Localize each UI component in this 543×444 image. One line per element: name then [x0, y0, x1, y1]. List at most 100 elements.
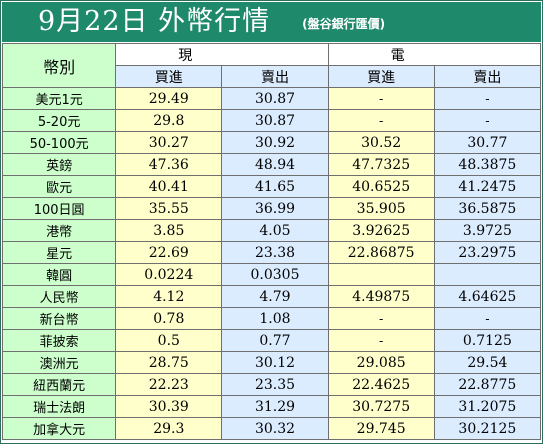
cash-sell-cell: 30.87 [221, 109, 329, 132]
transfer-buy-cell: 22.4625 [327, 373, 435, 396]
cash-buy-cell: 30.39 [115, 395, 223, 418]
table-row: 歐元 40.41 41.65 40.6525 41.2475 [1, 175, 542, 198]
cash-sell-cell: 30.92 [221, 131, 329, 154]
cash-sell-cell: 30.32 [221, 417, 329, 440]
page-title: 9月22日 外幣行情 [38, 6, 271, 37]
table-row: 紐西蘭元 22.23 23.35 22.4625 22.8775 [1, 373, 542, 396]
source-label: (盤谷銀行匯價) [302, 17, 386, 31]
table-row: 港幣 3.85 4.05 3.92625 3.9725 [1, 219, 542, 242]
table-row: 韓圓 0.0224 0.0305 [1, 263, 542, 286]
currency-name-cell: 紐西蘭元 [1, 373, 117, 396]
currency-name-cell: 菲披索 [1, 329, 117, 352]
cash-buy-cell: 30.27 [115, 131, 223, 154]
transfer-sell-cell: - [433, 87, 542, 110]
cash-buy-cell: 3.85 [115, 219, 223, 242]
cash-sell-cell: 0.0305 [221, 263, 329, 286]
transfer-sell-cell: 29.54 [433, 351, 542, 374]
transfer-sell-cell: 4.64625 [433, 285, 542, 308]
transfer-buy-cell [327, 263, 435, 286]
cash-buy-cell: 47.36 [115, 153, 223, 176]
cash-sell-cell: 48.94 [221, 153, 329, 176]
transfer-sell-cell: 3.9725 [433, 219, 542, 242]
cash-sell-cell: 30.12 [221, 351, 329, 374]
currency-name-cell: 瑞士法朗 [1, 395, 117, 418]
header-transfer-buy: 買進 [327, 65, 435, 88]
transfer-buy-cell: 3.92625 [327, 219, 435, 242]
table-row: 瑞士法朗 30.39 31.29 30.7275 31.2075 [1, 395, 542, 418]
header-cash: 現 鈔 [115, 43, 329, 66]
table-row: 5-20元 29.8 30.87- - [1, 109, 542, 132]
table-row: 人民幣 4.12 4.79 4.49875 4.64625 [1, 285, 542, 308]
table-row: 新台幣 0.78 1.08- - [1, 307, 542, 330]
cash-buy-cell: 40.41 [115, 175, 223, 198]
table-row: 加拿大元 29.3 30.32 29.745 30.2125 [1, 417, 542, 440]
currency-name-cell: 韓圓 [1, 263, 117, 286]
transfer-buy-cell: 40.6525 [327, 175, 435, 198]
table-row: 菲披索 0.5 0.77-0.7125 [1, 329, 542, 352]
transfer-buy-cell: 29.085 [327, 351, 435, 374]
cash-buy-cell: 29.49 [115, 87, 223, 110]
transfer-sell-cell: 23.2975 [433, 241, 542, 264]
cash-buy-cell: 22.23 [115, 373, 223, 396]
currency-name-cell: 人民幣 [1, 285, 117, 308]
cash-sell-cell: 0.77 [221, 329, 329, 352]
table-row: 星元 22.69 23.38 22.86875 23.2975 [1, 241, 542, 264]
transfer-buy-cell: 30.52 [327, 131, 435, 154]
cash-sell-cell: 23.35 [221, 373, 329, 396]
currency-name-cell: 歐元 [1, 175, 117, 198]
table-row: 美元1元 29.49 30.87- - [1, 87, 542, 110]
transfer-buy-cell: - [327, 87, 435, 110]
currency-name-cell: 新台幣 [1, 307, 117, 330]
rates-table: 幣別 現 鈔 電 匯 買進 賣出 買進 賣出 美元1元29.4930.87--5… [1, 43, 542, 440]
currency-name-cell: 美元1元 [1, 87, 117, 110]
transfer-sell-cell: 31.2075 [433, 395, 542, 418]
transfer-sell-cell: 48.3875 [433, 153, 542, 176]
table-row: 澳洲元 28.75 30.12 29.085 29.54 [1, 351, 542, 374]
currency-name-cell: 星元 [1, 241, 117, 264]
transfer-sell-cell: 22.8775 [433, 373, 542, 396]
cash-sell-cell: 41.65 [221, 175, 329, 198]
header-cash-buy: 買進 [115, 65, 223, 88]
cash-buy-cell: 0.78 [115, 307, 223, 330]
cash-buy-cell: 35.55 [115, 197, 223, 220]
transfer-sell-cell: 0.7125 [433, 329, 542, 352]
currency-name-cell: 英鎊 [1, 153, 117, 176]
transfer-buy-cell: 29.745 [327, 417, 435, 440]
transfer-buy-cell: 47.7325 [327, 153, 435, 176]
transfer-buy-cell: - [327, 109, 435, 132]
transfer-buy-cell: 4.49875 [327, 285, 435, 308]
transfer-sell-cell: - [433, 109, 542, 132]
header-currency: 幣別 [1, 43, 117, 88]
table-row: 50-100元 30.27 30.92 30.52 30.77 [1, 131, 542, 154]
transfer-buy-cell: - [327, 329, 435, 352]
transfer-sell-cell: 30.2125 [433, 417, 542, 440]
cash-sell-cell: 30.87 [221, 87, 329, 110]
title-bar: 9月22日 外幣行情 (盤谷銀行匯價) [2, 2, 541, 42]
table-row: 英鎊 47.36 48.94 47.7325 48.3875 [1, 153, 542, 176]
transfer-sell-cell: 41.2475 [433, 175, 542, 198]
cash-buy-cell: 4.12 [115, 285, 223, 308]
currency-name-cell: 港幣 [1, 219, 117, 242]
cash-buy-cell: 22.69 [115, 241, 223, 264]
cash-sell-cell: 4.05 [221, 219, 329, 242]
transfer-buy-cell: 30.7275 [327, 395, 435, 418]
transfer-sell-cell: 30.77 [433, 131, 542, 154]
transfer-buy-cell: 35.905 [327, 197, 435, 220]
transfer-buy-cell: - [327, 307, 435, 330]
cash-sell-cell: 4.79 [221, 285, 329, 308]
cash-buy-cell: 28.75 [115, 351, 223, 374]
rates-body: 美元1元 29.49 30.87- -5-20元 29.8 30.87- -50-100元 3… [1, 87, 542, 440]
cash-buy-cell: 0.5 [115, 329, 223, 352]
transfer-sell-cell: - [433, 307, 542, 330]
transfer-sell-cell [433, 263, 542, 286]
cash-sell-cell: 1.08 [221, 307, 329, 330]
header-cash-sell: 賣出 [221, 65, 329, 88]
currency-name-cell: 50-100元 [1, 131, 117, 154]
currency-name-cell: 澳洲元 [1, 351, 117, 374]
transfer-buy-cell: 22.86875 [327, 241, 435, 264]
header-transfer: 電 匯 [327, 43, 542, 66]
table-row: 100日圓 35.55 36.99 35.905 36.5875 [1, 197, 542, 220]
currency-name-cell: 5-20元 [1, 109, 117, 132]
transfer-sell-cell: 36.5875 [433, 197, 542, 220]
